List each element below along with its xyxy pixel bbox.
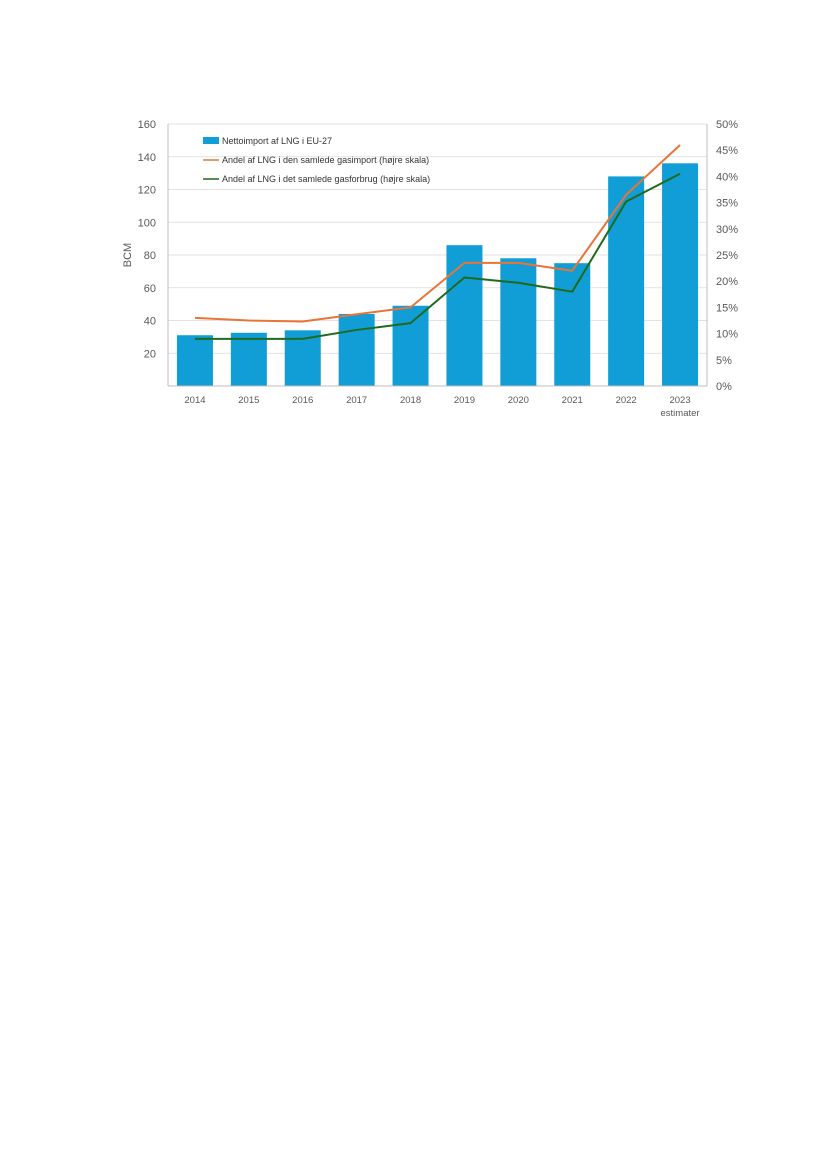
line-series: [194, 144, 681, 340]
x-tick-label: 2021: [562, 395, 583, 406]
y-tick-label-left: 100: [138, 217, 156, 229]
x-tick-label: 2017: [346, 395, 367, 406]
y-tick-label-left: 40: [144, 316, 156, 328]
x-tick-label: 2016: [292, 395, 313, 406]
y-tick-label-right: 45%: [716, 145, 738, 157]
y-tick-label-right: 35%: [716, 198, 738, 210]
y-tick-label-left: 120: [138, 185, 156, 197]
y-tick-label-right: 15%: [716, 302, 738, 314]
y-tick-label-left: 160: [138, 119, 156, 131]
bar: [608, 176, 645, 386]
line-gas-consumption-share: [194, 172, 681, 340]
y-tick-label-left: 20: [144, 348, 156, 360]
y-tick-label-right: 25%: [716, 250, 738, 262]
y-tick-label-right: 40%: [716, 171, 738, 183]
bar: [554, 263, 591, 386]
x-tick-label: 2015: [238, 395, 259, 406]
y-tick-label-right: 0%: [716, 381, 732, 393]
y-tick-label-right: 30%: [716, 224, 738, 236]
x-tick-label: 2018: [400, 395, 421, 406]
axes: 20 40 60 80 100 120 140 160 0% 5% 10% 15% 20% 25% 30% 3…: [122, 119, 738, 419]
y-axis-title: BCM: [122, 243, 134, 267]
bar: [230, 332, 267, 386]
y-tick-label-left: 140: [138, 152, 156, 164]
bar: [338, 313, 375, 386]
bar-series: [176, 163, 699, 386]
y-tick-label-right: 50%: [716, 119, 738, 131]
line-gas-import-share: [194, 144, 681, 323]
y-tick-label-left: 60: [144, 283, 156, 295]
x-tick-label: 2014: [184, 395, 205, 406]
y-tick-label-left: 80: [144, 250, 156, 262]
x-tick-label: 2019: [454, 395, 475, 406]
bar: [176, 335, 213, 386]
bar: [392, 305, 429, 386]
x-tick-label: 2022: [616, 395, 637, 406]
legend: Nettoimport af LNG i EU-27 Andel af LNG i…: [203, 136, 430, 184]
bar: [446, 245, 483, 386]
x-tick-sublabel: estimater: [661, 408, 700, 419]
x-tick-label: 2020: [508, 395, 529, 406]
bar: [500, 258, 537, 386]
bar: [662, 163, 699, 386]
legend-label: Andel af LNG i den samlede gasimport (hø…: [222, 155, 429, 165]
y-tick-label-right: 10%: [716, 329, 738, 341]
x-tick-label: 2023: [669, 395, 690, 406]
y-tick-label-right: 5%: [716, 355, 732, 367]
y-tick-label-right: 20%: [716, 276, 738, 288]
legend-label: Nettoimport af LNG i EU-27: [222, 136, 332, 146]
legend-label: Andel af LNG i det samlede gasforbrug (h…: [222, 174, 430, 184]
legend-swatch-bar: [203, 137, 219, 144]
